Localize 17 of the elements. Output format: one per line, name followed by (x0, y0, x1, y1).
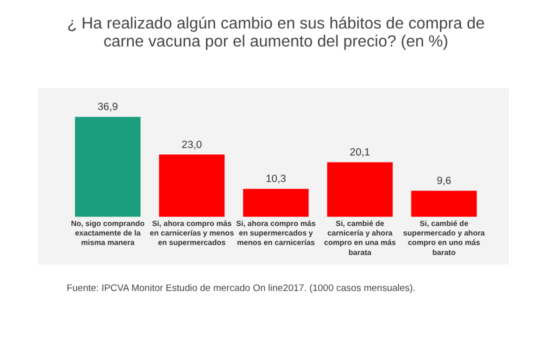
x-tick-label: Si, ahora compro más en carnicerías y menos en supermercados (150, 219, 234, 248)
data-label: 9,6 (436, 176, 452, 188)
chart-title: ¿ Ha realizado algún cambio en sus hábitos de compra de carne vacuna por el aumento del precio? (en %) (67, 14, 485, 50)
x-tick-label: No, sigo comprando exactamente de la misma manera (70, 219, 145, 248)
data-label: 23,0 (182, 140, 202, 151)
bar (411, 190, 477, 217)
bar (327, 162, 393, 217)
x-tick-label: Si, cambié de supermercado y ahora compro en uno más barato (403, 219, 486, 257)
x-tick-label: Si, cambié de carnicería y ahora compro en una más barata (324, 219, 396, 257)
data-label: 20,1 (350, 148, 370, 159)
data-label: 10,3 (266, 174, 286, 186)
bar (159, 154, 225, 217)
bar (243, 188, 309, 217)
source-note: Fuente: IPCVA Monitor Estudio de mercado On line2017. (1000 casos mensuales). (66, 282, 416, 294)
data-label: 36,9 (98, 102, 118, 114)
bar (74, 116, 141, 217)
x-tick-label: Si, ahora compro más en supermercados y menos en carnicerías (236, 219, 316, 248)
